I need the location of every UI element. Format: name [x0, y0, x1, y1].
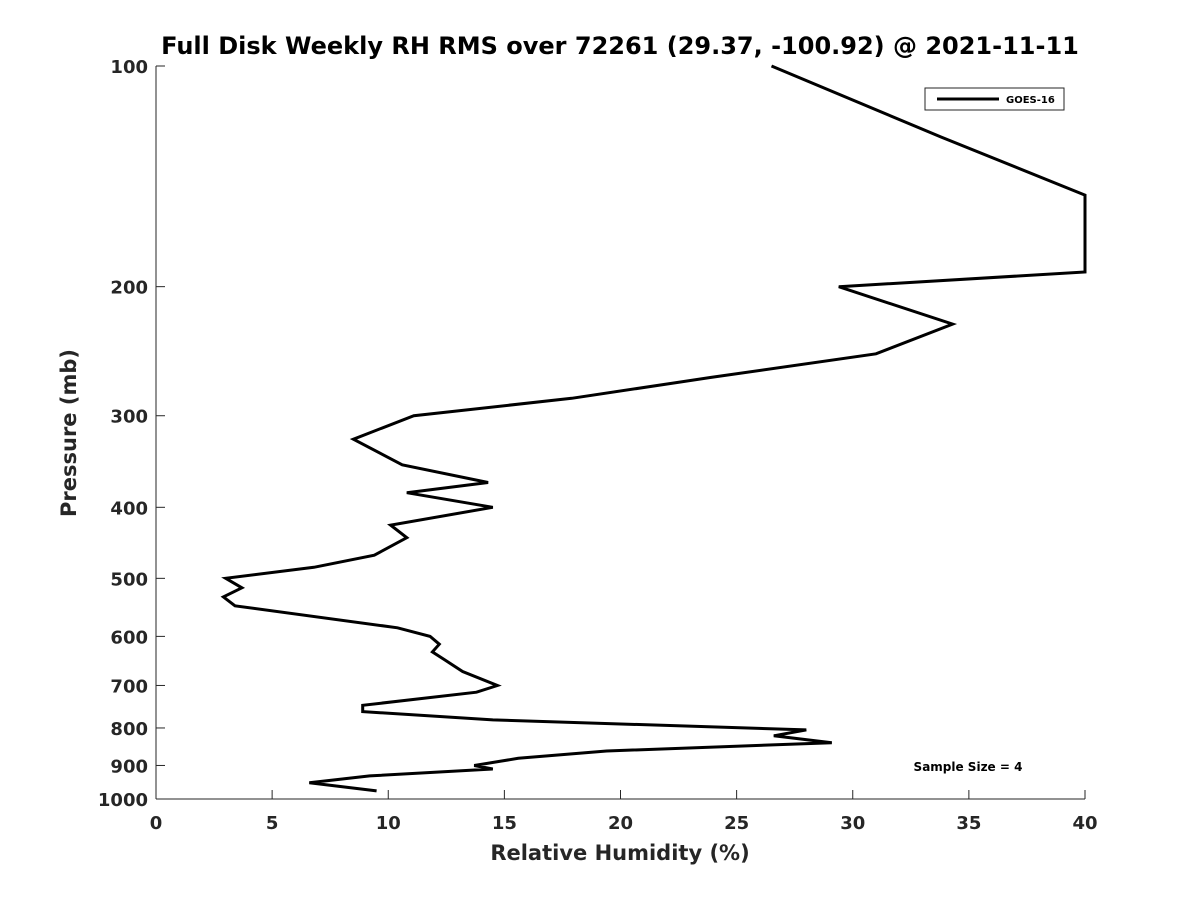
y-axis-ticks: 100 200 300 400 500 600 700 800 900 1000: [98, 57, 165, 811]
sample-size-note: Sample Size = 4: [914, 760, 1023, 774]
x-tick-label: 15: [492, 813, 517, 834]
y-tick-label: 300: [110, 407, 148, 428]
x-tick-label: 20: [608, 813, 633, 834]
y-tick-label: 400: [110, 498, 148, 519]
x-axis-ticks: 0 5 10 15 20 25 30 35 40: [150, 790, 1098, 834]
x-tick-label: 35: [956, 813, 981, 834]
x-axis-label: Relative Humidity (%): [490, 841, 749, 865]
x-tick-label: 30: [840, 813, 865, 834]
x-tick-label: 40: [1072, 813, 1097, 834]
x-tick-label: 5: [266, 813, 279, 834]
plot-area-frame: [156, 66, 1085, 799]
y-tick-label: 500: [110, 569, 148, 590]
series-layer: [220, 64, 1087, 793]
y-axis-label: Pressure (mb): [57, 349, 81, 517]
legend: GOES-16: [924, 87, 1065, 111]
y-tick-label: 100: [110, 57, 148, 78]
x-tick-label: 25: [724, 813, 749, 834]
chart-title: Full Disk Weekly RH RMS over 72261 (29.3…: [161, 32, 1079, 60]
legend-entry-goes-16: GOES-16: [1006, 95, 1055, 106]
x-tick-label: 10: [376, 813, 401, 834]
y-tick-label: 200: [110, 278, 148, 299]
y-tick-label: 900: [110, 756, 148, 777]
y-tick-label: 800: [110, 719, 148, 740]
x-tick-label: 0: [150, 813, 163, 834]
y-tick-label: 600: [110, 627, 148, 648]
y-tick-label: 1000: [98, 790, 148, 811]
y-tick-label: 700: [110, 676, 148, 697]
series-line-goes-16: [220, 64, 1087, 793]
